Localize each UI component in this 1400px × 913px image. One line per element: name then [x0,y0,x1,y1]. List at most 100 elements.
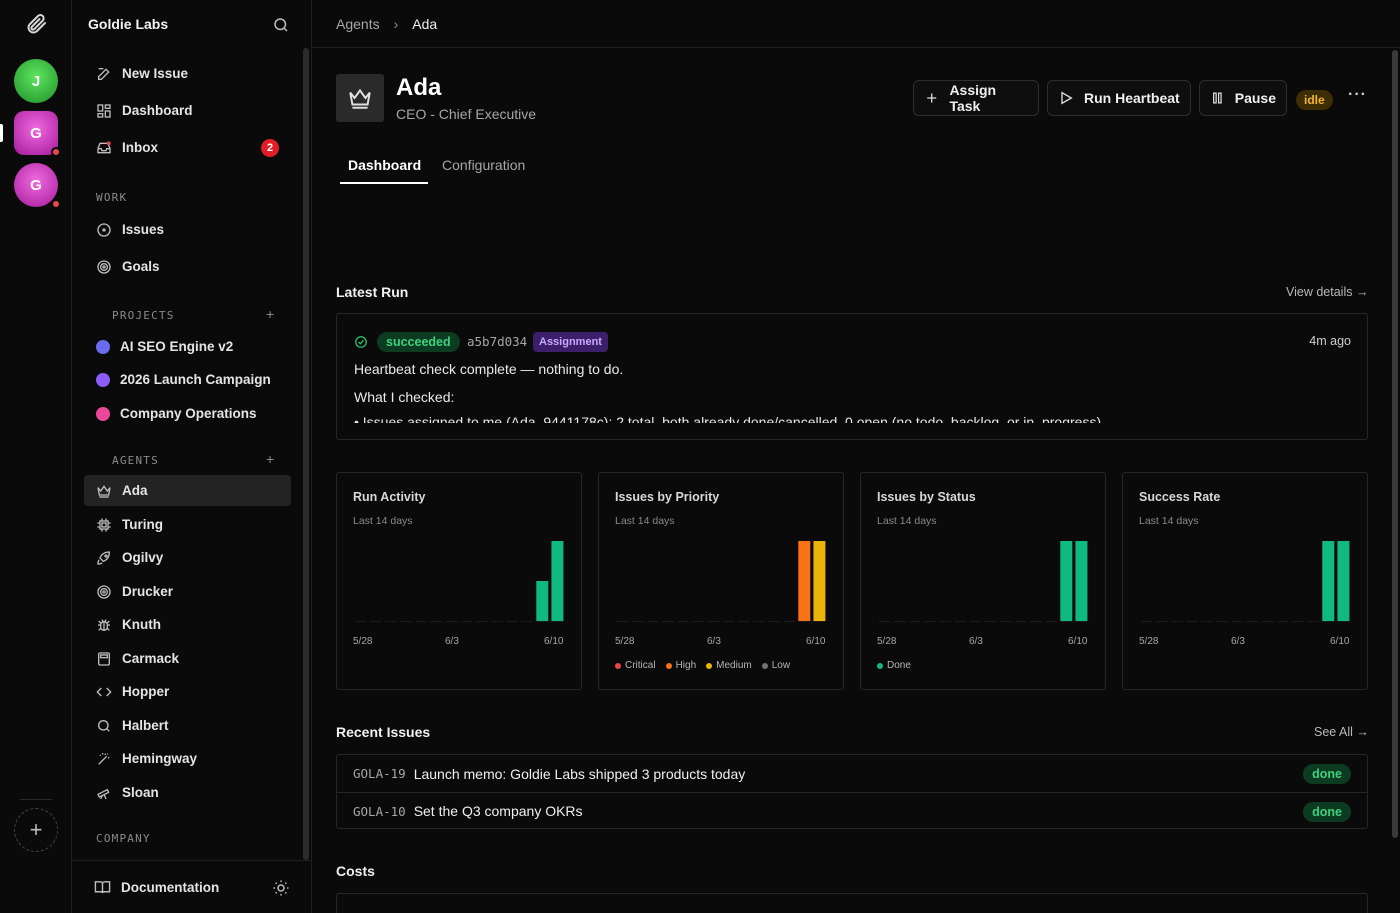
chevron-right-icon: › [393,15,399,32]
assign-task-button[interactable]: Assign Task [913,80,1039,116]
baseline-segment [753,621,765,622]
baseline-segment [1292,621,1304,622]
workspace-rail: J G G + [0,0,72,913]
baseline-segment [400,621,412,622]
add-agent-button[interactable]: + [266,451,275,467]
legend-item: Done [877,660,911,671]
target-icon [96,584,112,600]
baseline-segment [355,621,367,622]
sidebar-item-agent-drucker[interactable]: Drucker [84,576,291,607]
baseline-segment [476,621,488,622]
sidebar-item-project-launch[interactable]: 2026 Launch Campaign [84,364,291,395]
sidebar-item-label: 2026 Launch Campaign [120,372,271,387]
legend-label: Critical [625,660,656,671]
baseline-segment [647,621,659,622]
sidebar-item-agent-hopper[interactable]: Hopper [84,676,291,707]
book-icon [94,881,111,894]
breadcrumb-agents-link[interactable]: Agents [336,15,380,32]
edit-icon [96,66,112,82]
chart-legend: Critical High Medium Low [615,660,800,671]
new-issue-button[interactable]: New Issue [84,58,291,89]
baseline-segment [1015,621,1027,622]
run-hash: a5b7d034 [467,334,528,349]
sidebar-item-label: Dashboard [122,103,193,118]
run-detail-line: • Issues assigned to me (Ada, 9441178c):… [354,414,1101,423]
sidebar-item-inbox[interactable]: Inbox 2 [84,132,291,163]
baseline-segment [1060,621,1072,622]
workspace-g[interactable]: G [14,163,61,209]
issue-row[interactable]: GOLA-19 Launch memo: Goldie Labs shipped… [337,755,1367,792]
search-icon[interactable] [272,16,290,34]
inbox-count-badge: 2 [261,139,279,157]
add-project-button[interactable]: + [266,306,275,322]
agent-name: Ada [396,74,442,101]
paperclip-icon[interactable] [24,12,48,36]
sidebar-item-issues[interactable]: Issues [84,214,291,245]
chart-title: Success Rate [1139,490,1221,504]
baseline-segment [617,621,629,622]
sidebar-item-goals[interactable]: Goals [84,251,291,282]
view-details-link[interactable]: View details → [1286,285,1369,299]
documentation-link[interactable]: Documentation [94,879,219,896]
workspace-j[interactable]: J [14,59,58,103]
sidebar-item-label: Ogilvy [122,550,164,565]
sidebar-item-agent-hemingway[interactable]: Hemingway [84,743,291,774]
section-projects-title: PROJECTS [112,309,175,322]
baseline-segment [738,621,750,622]
legend-label: Done [887,660,911,671]
sidebar-scrollbar[interactable] [303,48,309,860]
main-scrollbar[interactable] [1392,50,1398,838]
issue-id: GOLA-19 [353,766,406,781]
plus-icon: + [29,817,43,842]
baseline-segment [879,621,891,622]
more-options-button[interactable]: ··· [1348,86,1367,103]
bar [798,541,811,621]
sidebar-item-project-operations[interactable]: Company Operations [84,398,291,429]
sidebar-item-agent-halbert[interactable]: Halbert [84,710,291,741]
add-workspace-button[interactable]: + [14,808,58,852]
sun-icon[interactable] [272,879,290,897]
sidebar-item-agent-knuth[interactable]: Knuth [84,609,291,640]
chart-subtitle: Last 14 days [615,515,675,527]
latest-run-title: Latest Run [336,284,409,300]
baseline-segment [491,621,503,622]
workspace-goldie-labs[interactable]: G [14,111,61,157]
rocket-icon [96,550,112,566]
sidebar-item-agent-ogilvy[interactable]: Ogilvy [84,542,291,573]
x-tick: 5/28 [1139,636,1159,647]
breadcrumb: Agents › Ada [312,0,1400,48]
baseline-segment [1322,621,1334,622]
issue-row[interactable]: GOLA-10 Set the Q3 company OKRs done [337,792,1367,829]
sidebar-item-agent-carmack[interactable]: Carmack [84,643,291,674]
sidebar-item-agent-ada[interactable]: Ada [84,475,291,506]
baseline-segment [1075,621,1087,622]
baseline-segment [662,621,674,622]
run-heartbeat-button[interactable]: Run Heartbeat [1047,80,1191,116]
sidebar-item-agent-sloan[interactable]: Sloan [84,777,291,808]
bar [1322,541,1335,621]
documentation-label: Documentation [121,880,220,895]
latest-run-card[interactable]: succeeded a5b7d034 Assignment 4m ago Hea… [336,313,1368,440]
x-tick: 6/10 [544,636,564,647]
tab-dashboard[interactable]: Dashboard [348,157,422,173]
bar [1075,541,1088,621]
bar [536,581,549,621]
sidebar-item-agent-turing[interactable]: Turing [84,509,291,540]
cpu-icon [96,517,112,533]
baseline-segment [1216,621,1228,622]
sidebar-item-dashboard[interactable]: Dashboard [84,95,291,126]
pause-button[interactable]: Pause [1199,80,1287,116]
section-company-title: COMPANY [96,832,151,845]
company-name: Goldie Labs [88,16,169,32]
baseline-segment [723,621,735,622]
legend-item: Critical [615,660,656,671]
see-all-link[interactable]: See All → [1314,725,1369,739]
x-tick: 5/28 [615,636,635,647]
section-agents-title: AGENTS [112,454,159,467]
sidebar-item-project-ai-seo[interactable]: AI SEO Engine v2 [84,331,291,362]
tab-configuration[interactable]: Configuration [442,157,526,173]
assign-task-label: Assign Task [949,82,997,114]
bar [1337,541,1350,621]
issue-status-badge: done [1303,764,1351,784]
recent-issues-list: GOLA-19 Launch memo: Goldie Labs shipped… [336,754,1368,829]
